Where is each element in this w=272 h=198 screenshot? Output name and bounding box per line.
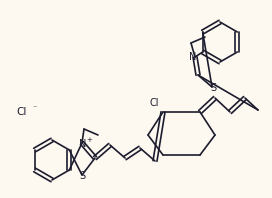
- Text: Cl: Cl: [149, 98, 159, 108]
- Text: ⁻: ⁻: [32, 104, 36, 112]
- Text: N: N: [79, 139, 87, 149]
- Text: S: S: [79, 171, 85, 181]
- Text: Cl: Cl: [17, 107, 27, 117]
- Text: S: S: [210, 83, 216, 93]
- Text: +: +: [86, 137, 92, 143]
- Text: N: N: [189, 52, 197, 62]
